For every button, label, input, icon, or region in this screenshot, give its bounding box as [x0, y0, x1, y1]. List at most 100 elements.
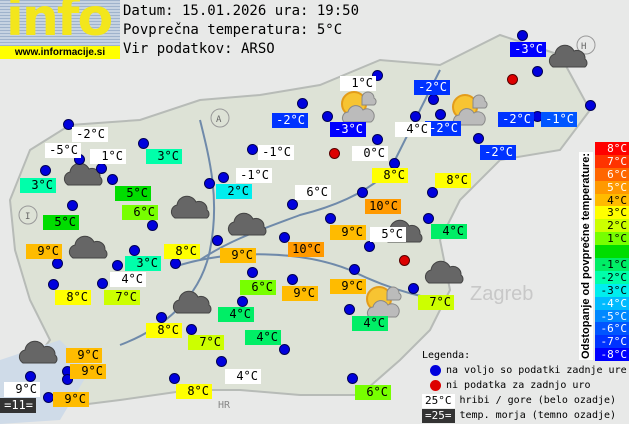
temperature-label[interactable]: 6°C: [240, 280, 276, 295]
temperature-label[interactable]: 9°C: [4, 382, 40, 397]
temperature-label[interactable]: -2°C: [425, 121, 461, 136]
temperature-label[interactable]: -3°C: [330, 122, 366, 137]
temperature-label[interactable]: 1°C: [90, 149, 126, 164]
station-dot[interactable]: [67, 200, 78, 211]
temperature-label[interactable]: 4°C: [225, 369, 261, 384]
info-logo[interactable]: info www.informacije.si: [0, 0, 120, 59]
temperature-label[interactable]: 1°C: [340, 76, 376, 91]
station-dot[interactable]: [427, 187, 438, 198]
station-dot[interactable]: [287, 274, 298, 285]
station-dot[interactable]: [344, 304, 355, 315]
station-dot[interactable]: [138, 138, 149, 149]
temperature-label[interactable]: 10°C: [288, 242, 324, 257]
station-dot[interactable]: [473, 133, 484, 144]
temperature-label[interactable]: 8°C: [435, 173, 471, 188]
temperature-label[interactable]: 7°C: [418, 295, 454, 310]
temperature-label[interactable]: 5°C: [43, 215, 79, 230]
station-dot[interactable]: [169, 373, 180, 384]
temperature-label[interactable]: -5°C: [45, 143, 81, 158]
temperature-label[interactable]: -2°C: [480, 145, 516, 160]
station-dot[interactable]: [410, 111, 421, 122]
temperature-label[interactable]: 8°C: [372, 168, 408, 183]
temperature-label[interactable]: 9°C: [330, 279, 366, 294]
station-dot[interactable]: [96, 163, 107, 174]
temperature-label[interactable]: 8°C: [176, 384, 212, 399]
temperature-label[interactable]: 9°C: [330, 225, 366, 240]
temperature-label[interactable]: -1°C: [236, 168, 272, 183]
station-dot[interactable]: [297, 98, 308, 109]
temperature-label[interactable]: 10°C: [365, 199, 401, 214]
station-dot[interactable]: [156, 312, 167, 323]
temperature-label[interactable]: 4°C: [395, 122, 431, 137]
temperature-label[interactable]: -2°C: [414, 80, 450, 95]
temperature-label[interactable]: 0°C: [352, 146, 388, 161]
temperature-label[interactable]: 4°C: [352, 316, 388, 331]
temperature-label[interactable]: 3°C: [125, 256, 161, 271]
temperature-label[interactable]: 6°C: [122, 205, 158, 220]
station-dot[interactable]: [347, 373, 358, 384]
temperature-label[interactable]: =11=: [0, 398, 36, 413]
temperature-label[interactable]: 6°C: [355, 385, 391, 400]
temperature-label[interactable]: 4°C: [245, 330, 281, 345]
temperature-label[interactable]: 2°C: [216, 184, 252, 199]
temperature-label[interactable]: -2°C: [272, 113, 308, 128]
station-dot[interactable]: [129, 245, 140, 256]
temperature-label[interactable]: 4°C: [431, 224, 467, 239]
station-dot[interactable]: [372, 134, 383, 145]
temperature-label[interactable]: 9°C: [282, 286, 318, 301]
station-dot[interactable]: [349, 264, 360, 275]
temperature-label[interactable]: 7°C: [104, 290, 140, 305]
station-dot[interactable]: [517, 30, 528, 41]
temperature-label[interactable]: -3°C: [510, 42, 546, 57]
station-missing-dot[interactable]: [399, 255, 410, 266]
temperature-label[interactable]: 8°C: [164, 244, 200, 259]
station-dot[interactable]: [435, 109, 446, 120]
station-dot[interactable]: [247, 267, 258, 278]
station-dot[interactable]: [325, 213, 336, 224]
station-dot[interactable]: [408, 283, 419, 294]
station-dot[interactable]: [48, 279, 59, 290]
station-dot[interactable]: [186, 324, 197, 335]
station-dot[interactable]: [62, 374, 73, 385]
temperature-label[interactable]: -1°C: [541, 112, 577, 127]
temperature-label[interactable]: 7°C: [188, 335, 224, 350]
temperature-label[interactable]: 9°C: [53, 392, 89, 407]
station-missing-dot[interactable]: [329, 148, 340, 159]
station-dot[interactable]: [204, 178, 215, 189]
station-dot[interactable]: [147, 220, 158, 231]
station-dot[interactable]: [170, 258, 181, 269]
temperature-label[interactable]: -2°C: [72, 127, 108, 142]
station-dot[interactable]: [40, 165, 51, 176]
temperature-label[interactable]: -1°C: [258, 145, 294, 160]
temperature-label[interactable]: 9°C: [66, 348, 102, 363]
station-dot[interactable]: [585, 100, 596, 111]
station-dot[interactable]: [212, 235, 223, 246]
temperature-label[interactable]: 9°C: [26, 244, 62, 259]
station-dot[interactable]: [63, 119, 74, 130]
temperature-label[interactable]: 4°C: [110, 272, 146, 287]
station-dot[interactable]: [237, 296, 248, 307]
station-dot[interactable]: [25, 371, 36, 382]
station-dot[interactable]: [532, 66, 543, 77]
station-dot[interactable]: [423, 213, 434, 224]
temperature-label[interactable]: 8°C: [146, 323, 182, 338]
station-dot[interactable]: [216, 356, 227, 367]
temperature-label[interactable]: 4°C: [218, 307, 254, 322]
logo-url[interactable]: www.informacije.si: [0, 46, 120, 59]
temperature-label[interactable]: 8°C: [55, 290, 91, 305]
station-dot[interactable]: [364, 241, 375, 252]
station-dot[interactable]: [287, 199, 298, 210]
station-dot[interactable]: [247, 144, 258, 155]
station-missing-dot[interactable]: [507, 74, 518, 85]
station-dot[interactable]: [52, 258, 63, 269]
temperature-label[interactable]: 9°C: [70, 364, 106, 379]
temperature-label[interactable]: 5°C: [370, 227, 406, 242]
station-dot[interactable]: [218, 172, 229, 183]
station-dot[interactable]: [279, 344, 290, 355]
temperature-label[interactable]: 3°C: [146, 149, 182, 164]
station-dot[interactable]: [97, 278, 108, 289]
station-dot[interactable]: [372, 70, 383, 81]
station-dot[interactable]: [322, 111, 333, 122]
temperature-label[interactable]: 9°C: [220, 248, 256, 263]
station-dot[interactable]: [428, 94, 439, 105]
